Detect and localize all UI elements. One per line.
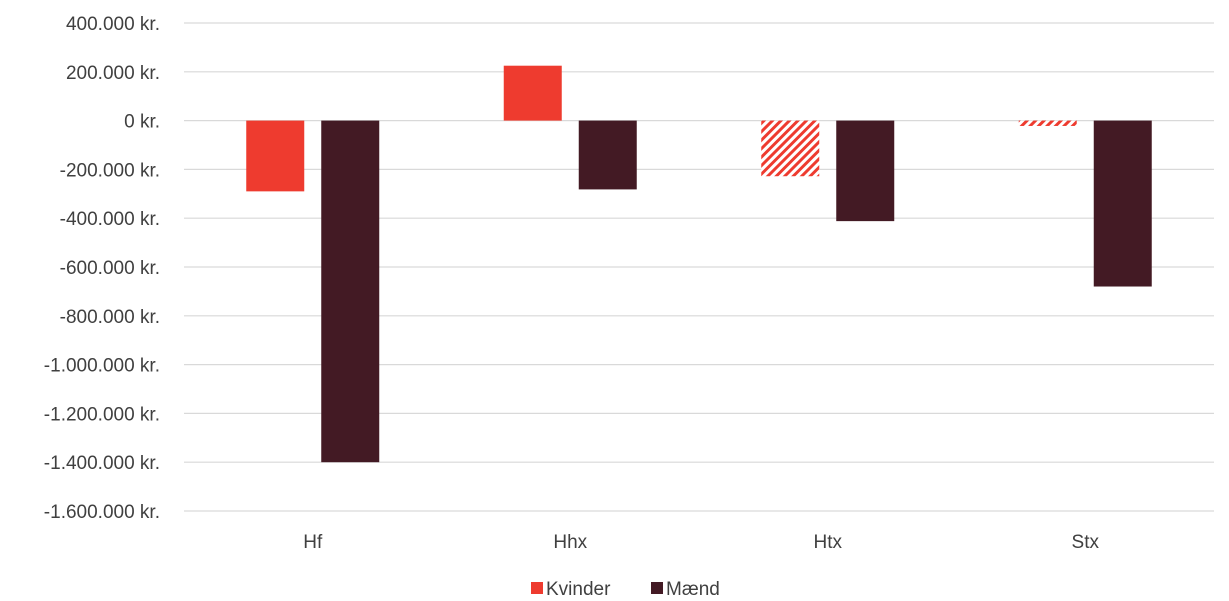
legend-swatch-maend [651, 582, 663, 594]
y-tick-label: -400.000 kr. [60, 209, 160, 230]
bar-maend-htx [836, 120, 895, 222]
y-tick-label: -1.000.000 kr. [44, 356, 160, 377]
legend-label-maend: Mænd [666, 579, 720, 600]
y-tick-label: 0 kr. [124, 112, 160, 133]
y-tick-label: -1.600.000 kr. [44, 502, 160, 523]
legend-swatch-kvinder [531, 582, 543, 594]
bar-kvinder-hf [246, 120, 305, 192]
x-category-label: Hhx [553, 532, 587, 553]
bar-maend-hhx [578, 120, 637, 190]
x-category-label: Htx [814, 532, 843, 553]
y-axis-tick-labels: 400.000 kr. 200.000 kr. 0 kr. -200.000 kr. -… [44, 14, 160, 523]
x-category-label: Stx [1072, 532, 1100, 553]
y-tick-label: -1.400.000 kr. [44, 453, 160, 474]
y-tick-label: 200.000 kr. [66, 63, 160, 84]
legend-label-kvinder: Kvinder [546, 579, 611, 600]
legend: Kvinder Mænd [531, 579, 720, 600]
y-tick-label: -600.000 kr. [60, 258, 160, 279]
y-tick-label: -800.000 kr. [60, 307, 160, 328]
bars [246, 65, 1152, 463]
bar-maend-hf [321, 120, 380, 463]
y-tick-label: 400.000 kr. [66, 14, 160, 35]
bar-kvinder-stx [1018, 120, 1077, 126]
x-axis-category-labels: Hf Hhx Htx Stx [303, 532, 1099, 553]
y-tick-label: -1.200.000 kr. [44, 404, 160, 425]
x-category-label: Hf [303, 532, 323, 553]
y-tick-label: -200.000 kr. [60, 160, 160, 181]
bar-kvinder-hhx [503, 65, 562, 121]
bar-maend-stx [1093, 120, 1152, 287]
bar-kvinder-htx [761, 120, 820, 177]
